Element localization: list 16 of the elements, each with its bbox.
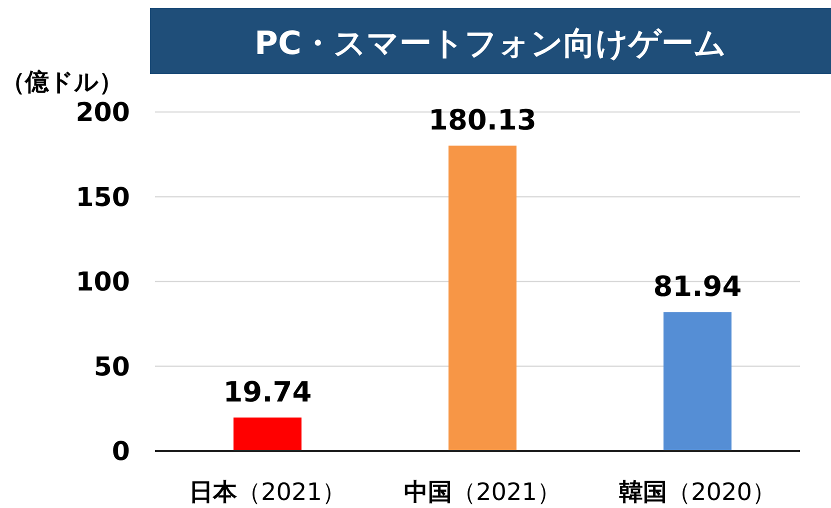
bar	[234, 418, 302, 451]
y-axis-title: （億ドル）	[1, 68, 123, 96]
chart-title: PC・スマートフォン向けゲーム	[254, 24, 726, 62]
data-label: 81.94	[653, 270, 742, 304]
bar	[664, 312, 732, 451]
y-tick-label: 0	[112, 437, 130, 467]
y-tick-label: 50	[94, 352, 130, 382]
y-tick-label: 200	[76, 98, 130, 128]
bar	[448, 146, 516, 451]
data-label: 180.13	[428, 104, 537, 137]
x-tick-label: 日本（2021）	[188, 478, 346, 506]
x-tick-label: 中国（2021）	[404, 478, 562, 506]
y-tick-label: 150	[76, 182, 130, 213]
x-tick-label: 韓国（2020）	[618, 478, 776, 506]
data-label: 19.74	[223, 376, 312, 409]
y-tick-label: 100	[76, 268, 130, 298]
